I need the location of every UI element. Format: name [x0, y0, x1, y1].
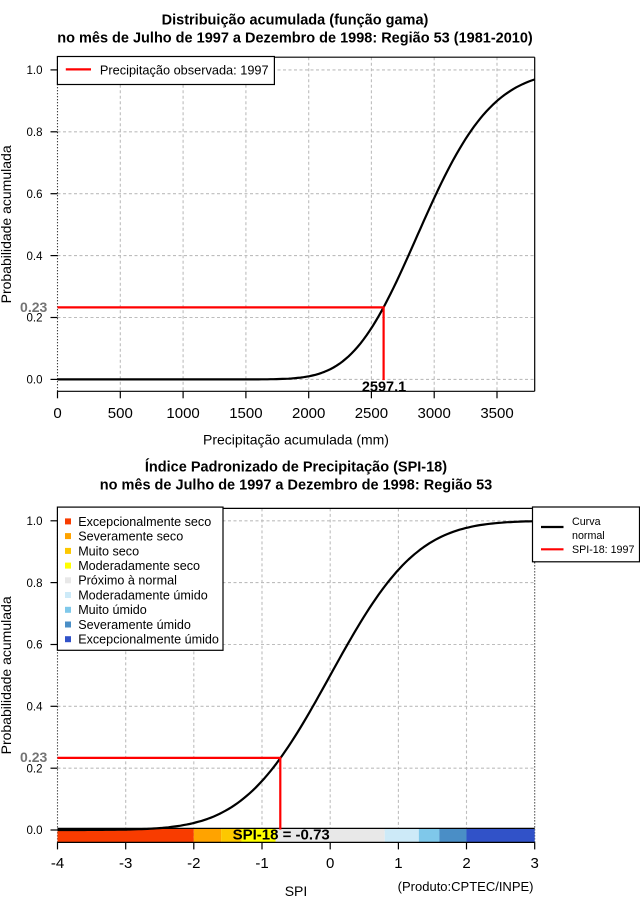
svg-text:1000: 1000: [166, 405, 199, 422]
svg-text:0.0: 0.0: [27, 825, 43, 837]
svg-text:Probabilidade acumulada: Probabilidade acumulada: [0, 596, 14, 754]
svg-text:Severamente úmido: Severamente úmido: [78, 618, 191, 632]
svg-text:0.23: 0.23: [20, 299, 47, 315]
svg-text:-3: -3: [119, 855, 132, 872]
svg-text:Precipitação acumulada (mm): Precipitação acumulada (mm): [203, 432, 389, 448]
svg-text:Excepcionalmente úmido: Excepcionalmente úmido: [78, 633, 219, 647]
svg-text:(Produto:CPTEC/INPE): (Produto:CPTEC/INPE): [398, 879, 534, 894]
svg-text:3500: 3500: [480, 405, 513, 422]
svg-text:Índice Padronizado de Precipit: Índice Padronizado de Precipitação (SPI-…: [145, 459, 447, 476]
svg-text:0.2: 0.2: [27, 313, 43, 325]
svg-text:0.2: 0.2: [27, 763, 43, 775]
svg-text:0.23: 0.23: [20, 749, 47, 765]
svg-text:0.0: 0.0: [27, 375, 43, 387]
svg-text:0.6: 0.6: [27, 189, 43, 201]
svg-text:0: 0: [53, 405, 61, 422]
svg-text:Curva: Curva: [572, 516, 601, 528]
svg-text:Excepcionalmente seco: Excepcionalmente seco: [78, 515, 211, 529]
svg-text:2597.1: 2597.1: [362, 380, 406, 396]
svg-text:0.8: 0.8: [27, 578, 43, 590]
svg-text:Moderadamente seco: Moderadamente seco: [78, 559, 200, 573]
svg-text:SPI: SPI: [285, 883, 308, 899]
svg-text:0.4: 0.4: [27, 251, 44, 263]
svg-text:1: 1: [394, 855, 402, 872]
svg-text:SPI-18: 1997: SPI-18: 1997: [572, 544, 634, 556]
svg-text:no mês de Julho de 1997 a Deze: no mês de Julho de 1997 a Dezembro de 19…: [100, 478, 492, 494]
svg-text:0.8: 0.8: [27, 127, 43, 139]
svg-text:Probabilidade acumulada: Probabilidade acumulada: [0, 145, 14, 303]
svg-text:Próximo à normal: Próximo à normal: [78, 574, 177, 588]
svg-text:1500: 1500: [229, 405, 262, 422]
svg-text:Muito úmido: Muito úmido: [78, 603, 147, 617]
svg-text:500: 500: [108, 405, 133, 422]
svg-text:0: 0: [326, 855, 334, 872]
svg-text:1.0: 1.0: [27, 516, 43, 528]
svg-text:0.4: 0.4: [27, 702, 44, 714]
svg-text:Muito seco: Muito seco: [78, 544, 139, 558]
svg-text:2500: 2500: [355, 405, 388, 422]
svg-text:3: 3: [531, 855, 539, 872]
svg-text:Distribuição acumulada (função: Distribuição acumulada (função gama): [162, 13, 429, 29]
svg-text:SPI-18 = -0.73: SPI-18 = -0.73: [233, 826, 330, 843]
svg-text:-1: -1: [255, 855, 268, 872]
svg-text:Precipitação observada: 1997: Precipitação observada: 1997: [100, 63, 269, 78]
svg-text:3000: 3000: [418, 405, 451, 422]
svg-text:normal: normal: [572, 530, 605, 542]
svg-text:Severamente seco: Severamente seco: [78, 530, 183, 544]
svg-text:1.0: 1.0: [27, 65, 43, 77]
svg-text:-4: -4: [51, 855, 64, 872]
svg-text:no mês de Julho de 1997 a Deze: no mês de Julho de 1997 a Dezembro de 19…: [57, 30, 533, 46]
svg-text:2000: 2000: [292, 405, 325, 422]
svg-text:Moderadamente úmido: Moderadamente úmido: [78, 588, 208, 602]
svg-text:-2: -2: [187, 855, 200, 872]
svg-text:2: 2: [462, 855, 470, 872]
svg-text:0.6: 0.6: [27, 640, 43, 652]
